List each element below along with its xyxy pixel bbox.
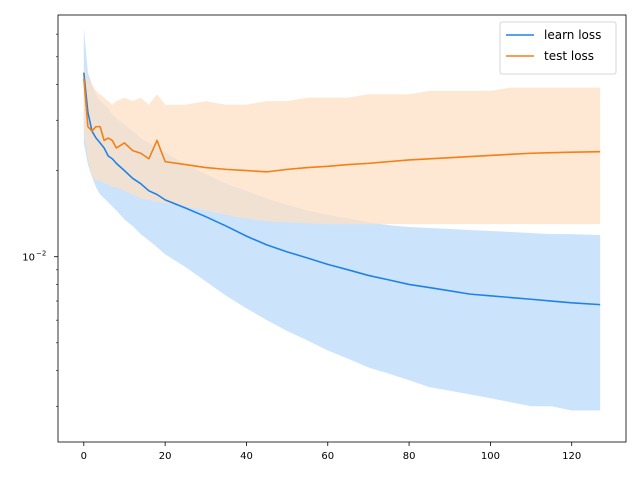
test-loss-line: [83, 78, 601, 173]
x-tick-label: 100: [481, 451, 500, 462]
legend: learn loss test loss: [499, 21, 617, 75]
y-axis-ticks: 10 −2: [22, 33, 58, 407]
x-tick-label: 0: [81, 451, 87, 462]
x-axis-ticks: 0 20 40 60 80 100 120: [81, 442, 581, 462]
series-lines: [83, 72, 601, 306]
confidence-bands: [83, 28, 601, 411]
test-loss-band: [83, 67, 601, 225]
y-tick-label: 10: [22, 253, 35, 264]
y-tick-exponent: −2: [36, 250, 46, 258]
x-tick-label: 40: [240, 451, 253, 462]
x-tick-label: 20: [159, 451, 172, 462]
x-tick-label: 60: [321, 451, 334, 462]
legend-label-learn-loss: learn loss: [544, 28, 601, 42]
axes-frame: [57, 14, 627, 443]
x-tick-label: 80: [403, 451, 416, 462]
learn-loss-line: [83, 72, 601, 306]
legend-label-test-loss: test loss: [544, 49, 594, 63]
x-tick-label: 120: [562, 451, 581, 462]
